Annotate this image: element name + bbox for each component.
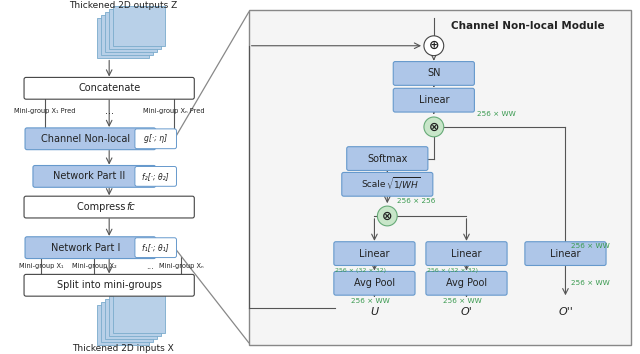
Text: Channel Non-local: Channel Non-local bbox=[41, 134, 130, 144]
Text: 256 × WW: 256 × WW bbox=[351, 298, 389, 304]
FancyBboxPatch shape bbox=[109, 9, 161, 49]
Text: g[·; η]: g[·; η] bbox=[144, 134, 167, 143]
Text: f₁[·; θ₁]: f₁[·; θ₁] bbox=[142, 243, 169, 252]
Text: Mini-group Xₙ: Mini-group Xₙ bbox=[159, 263, 204, 269]
Text: ...: ... bbox=[105, 106, 114, 116]
Circle shape bbox=[378, 206, 397, 226]
Circle shape bbox=[424, 36, 444, 56]
FancyBboxPatch shape bbox=[135, 238, 177, 258]
Text: ...: ... bbox=[146, 262, 154, 271]
Text: Linear: Linear bbox=[359, 249, 390, 259]
Text: U: U bbox=[371, 307, 378, 317]
FancyBboxPatch shape bbox=[101, 15, 153, 55]
FancyBboxPatch shape bbox=[347, 147, 428, 171]
FancyBboxPatch shape bbox=[25, 237, 156, 258]
Text: ⊕: ⊕ bbox=[429, 39, 439, 52]
FancyBboxPatch shape bbox=[135, 129, 177, 149]
FancyBboxPatch shape bbox=[25, 128, 156, 150]
FancyBboxPatch shape bbox=[24, 274, 195, 296]
Text: $\sqrt{1/WH}$: $\sqrt{1/WH}$ bbox=[386, 176, 420, 192]
Text: Linear: Linear bbox=[550, 249, 580, 259]
Circle shape bbox=[424, 117, 444, 137]
FancyBboxPatch shape bbox=[105, 299, 157, 339]
Text: 256 × WW: 256 × WW bbox=[443, 298, 481, 304]
Text: Channel Non-local Module: Channel Non-local Module bbox=[451, 21, 605, 31]
FancyBboxPatch shape bbox=[393, 62, 474, 85]
FancyBboxPatch shape bbox=[105, 12, 157, 52]
FancyBboxPatch shape bbox=[33, 166, 156, 187]
FancyBboxPatch shape bbox=[24, 196, 195, 218]
Text: ⊗: ⊗ bbox=[429, 120, 439, 133]
FancyBboxPatch shape bbox=[109, 296, 161, 336]
Text: Mini-group Xₙ Pred: Mini-group Xₙ Pred bbox=[143, 108, 204, 114]
Text: 256 × 256: 256 × 256 bbox=[397, 198, 436, 204]
Text: Mini-group X₁ Pred: Mini-group X₁ Pred bbox=[14, 108, 76, 114]
FancyBboxPatch shape bbox=[249, 10, 631, 345]
Text: Thickened 2D inputs X: Thickened 2D inputs X bbox=[72, 344, 174, 353]
Text: 256 × (32 × 32): 256 × (32 × 32) bbox=[335, 268, 386, 273]
FancyBboxPatch shape bbox=[342, 172, 433, 196]
Text: Linear: Linear bbox=[419, 95, 449, 105]
Text: Network Part II: Network Part II bbox=[53, 171, 125, 181]
Text: 256 × (32 × 32): 256 × (32 × 32) bbox=[427, 268, 478, 273]
Text: Mini-group X₂: Mini-group X₂ bbox=[72, 263, 116, 269]
Text: Thickened 2D outputs Z: Thickened 2D outputs Z bbox=[69, 1, 177, 10]
Text: Network Part I: Network Part I bbox=[51, 242, 120, 253]
Text: Softmax: Softmax bbox=[367, 154, 408, 164]
Text: Compress: Compress bbox=[77, 202, 129, 212]
FancyBboxPatch shape bbox=[334, 272, 415, 295]
FancyBboxPatch shape bbox=[426, 242, 507, 266]
Text: Avg Pool: Avg Pool bbox=[354, 278, 395, 288]
FancyBboxPatch shape bbox=[426, 272, 507, 295]
Text: Avg Pool: Avg Pool bbox=[446, 278, 487, 288]
FancyBboxPatch shape bbox=[525, 242, 606, 266]
FancyBboxPatch shape bbox=[113, 293, 164, 333]
Text: Mini-group X₁: Mini-group X₁ bbox=[19, 263, 63, 269]
FancyBboxPatch shape bbox=[334, 242, 415, 266]
Text: ⊗: ⊗ bbox=[382, 210, 392, 222]
Text: f₂[·; θ₂]: f₂[·; θ₂] bbox=[142, 172, 169, 181]
Text: 256 × WW: 256 × WW bbox=[477, 111, 516, 117]
Text: 256 × WW: 256 × WW bbox=[572, 243, 610, 249]
FancyBboxPatch shape bbox=[113, 6, 164, 46]
Text: Scale: Scale bbox=[361, 180, 386, 189]
Text: SN: SN bbox=[427, 68, 440, 79]
FancyBboxPatch shape bbox=[393, 88, 474, 112]
Text: O'': O'' bbox=[558, 307, 573, 317]
FancyBboxPatch shape bbox=[101, 302, 153, 342]
FancyBboxPatch shape bbox=[97, 305, 148, 345]
Text: Linear: Linear bbox=[451, 249, 482, 259]
Text: fc: fc bbox=[127, 202, 135, 212]
FancyBboxPatch shape bbox=[135, 166, 177, 186]
FancyBboxPatch shape bbox=[97, 18, 148, 58]
FancyBboxPatch shape bbox=[24, 78, 195, 99]
Text: O': O' bbox=[461, 307, 472, 317]
Text: Split into mini-groups: Split into mini-groups bbox=[57, 280, 162, 290]
Text: Concatenate: Concatenate bbox=[78, 83, 140, 93]
Text: 256 × WW: 256 × WW bbox=[572, 280, 610, 286]
